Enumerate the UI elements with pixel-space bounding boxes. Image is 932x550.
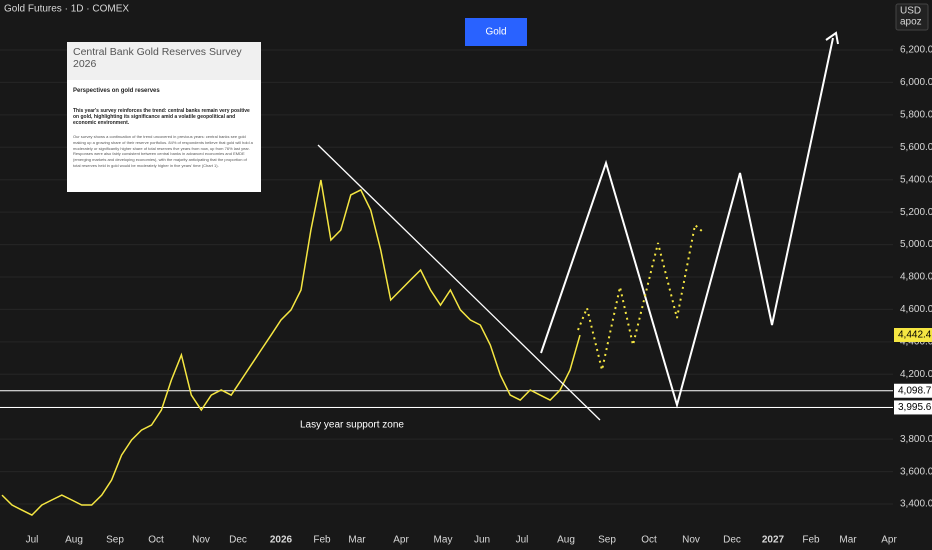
x-tick-label: May [434, 535, 453, 546]
y-tick-label: 5,200.0 [900, 207, 932, 218]
x-tick-label: Apr [881, 535, 897, 546]
y-tick-label: 3,600.0 [900, 466, 932, 477]
x-tick-label: Sep [598, 535, 616, 546]
trend-line[interactable] [317, 144, 601, 421]
x-tick-label: Feb [313, 535, 331, 546]
x-tick-label: Nov [682, 535, 700, 546]
projection[interactable] [540, 37, 834, 409]
x-tick-label: 2026 [270, 535, 293, 546]
y-tick-label: 4,400.0 [900, 337, 932, 348]
y-tick-label: 5,800.0 [900, 109, 932, 120]
x-tick-label: Dec [723, 535, 741, 546]
projection-dotted[interactable] [577, 223, 704, 371]
x-tick-label: Apr [393, 535, 409, 546]
y-tick-label: 5,000.0 [900, 239, 932, 250]
y-tick-label: 3,800.0 [900, 434, 932, 445]
x-tick-label: Feb [802, 535, 820, 546]
y-tick-label: 5,600.0 [900, 142, 932, 153]
y-tick-label: 4,600.0 [900, 304, 932, 315]
card-subtitle: Perspectives on gold reserves [73, 88, 160, 94]
x-tick-label: Jul [26, 535, 39, 546]
x-tick-label: Mar [348, 535, 366, 546]
news-card: Central Bank Gold Reserves Survey 2026 P… [67, 42, 261, 192]
x-tick-label: Jun [474, 535, 490, 546]
y-tick-label: 6,000.0 [900, 77, 932, 88]
last-price-tag [894, 327, 932, 342]
price-axis-bg [893, 0, 932, 550]
symbol: Gold Futures · 1D · COMEX [4, 4, 129, 15]
y-tick-label: 6,200.0 [900, 45, 932, 56]
y-tick-label: 5,400.0 [900, 174, 932, 185]
y-tick-label: 4,800.0 [900, 272, 932, 283]
card-lead: This year's survey reinforces the trend:… [73, 108, 250, 126]
level-tag [894, 383, 932, 398]
chart-title: Gold [485, 27, 506, 38]
card-title: Central Bank Gold Reserves Survey 2026 [67, 42, 261, 80]
level-tag [894, 400, 932, 415]
x-tick-label: Aug [557, 535, 575, 546]
currency-box[interactable] [895, 3, 929, 31]
x-tick-label: 2027 [762, 535, 785, 546]
x-tick-label: Nov [192, 535, 210, 546]
x-tick-label: Jul [516, 535, 529, 546]
x-tick-label: Oct [641, 535, 657, 546]
x-tick-label: Mar [839, 535, 857, 546]
y-tick-label: 3,400.0 [900, 499, 932, 510]
level-label: 4,098.7 [898, 385, 932, 396]
x-tick-label: Dec [229, 535, 247, 546]
x-tick-label: Sep [106, 535, 124, 546]
price-line [1, 179, 581, 517]
x-tick-label: Oct [148, 535, 164, 546]
arrow-head [825, 31, 839, 45]
title-box [465, 18, 527, 46]
y-tick-label: 4,200.0 [900, 369, 932, 380]
account: apoz [900, 17, 922, 28]
x-tick-label: Aug [65, 535, 83, 546]
annotation: Lasy year support zone [300, 420, 404, 431]
card-body: Our survey shows a continuation of the t… [73, 134, 253, 168]
currency: USD [900, 6, 921, 17]
level-label: 3,995.6 [898, 402, 932, 413]
last-price-label: 4,442.4 [898, 330, 932, 341]
